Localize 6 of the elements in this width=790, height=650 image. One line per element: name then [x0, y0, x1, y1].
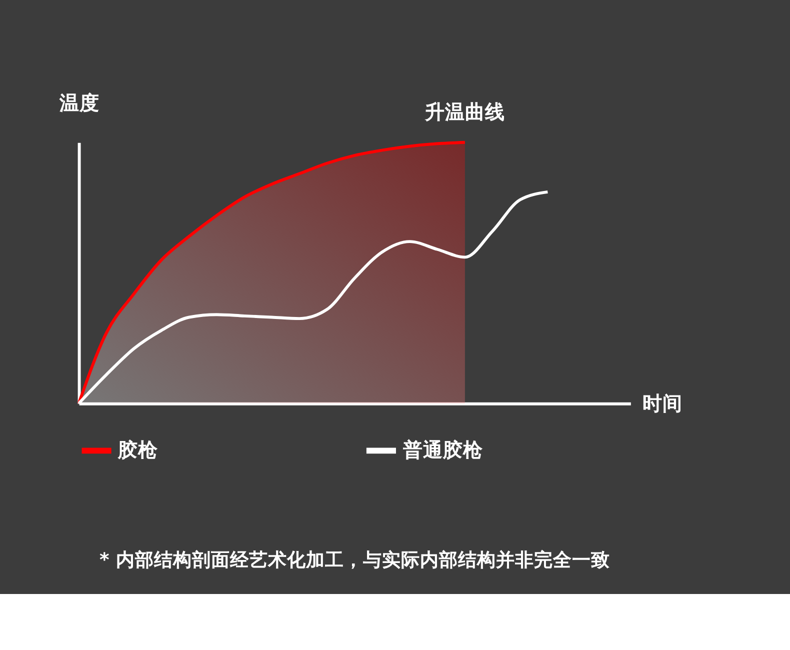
text: * 内部结构剖面经艺术化加工，与实际内部结构并非完全一致	[99, 548, 610, 571]
legend-label: 胶枪	[117, 438, 160, 462]
text: 升温曲线	[424, 100, 505, 124]
x-axis-title: 时间	[642, 392, 683, 415]
y-axis-title: 温度	[58, 91, 100, 114]
legend-label: 普通胶枪	[402, 438, 484, 462]
